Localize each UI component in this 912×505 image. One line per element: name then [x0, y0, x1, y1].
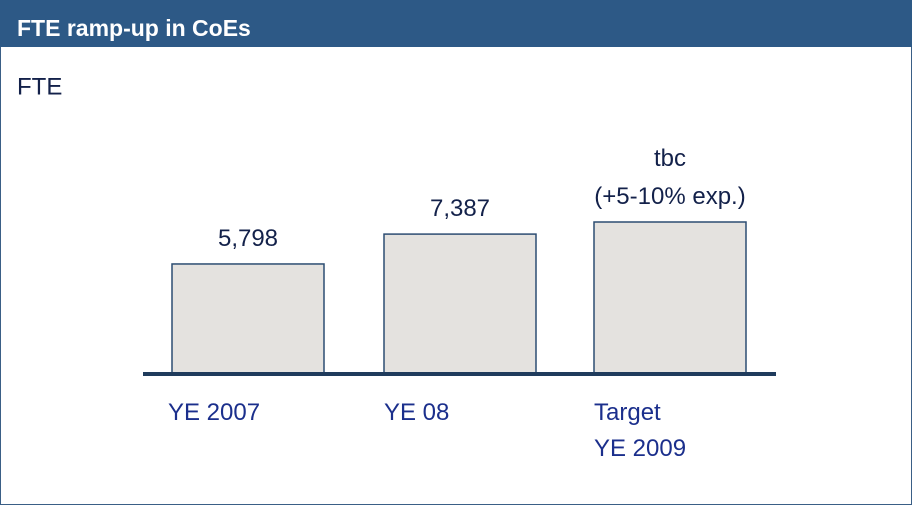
bar	[593, 221, 747, 374]
value-label: 5,798	[218, 225, 278, 252]
chart-subtitle: FTE	[17, 73, 62, 100]
x-tick-label: YE 08	[384, 399, 449, 426]
x-tick-label: Target YE 2009	[594, 399, 686, 462]
bar	[171, 263, 325, 374]
header	[0, 0, 912, 47]
value-label: 7,387	[430, 195, 490, 222]
chart-title: FTE ramp-up in CoEs	[17, 15, 251, 41]
value-label: tbc (+5-10% exp.)	[594, 145, 745, 210]
x-tick-label: YE 2007	[168, 399, 260, 426]
bar	[383, 233, 537, 374]
